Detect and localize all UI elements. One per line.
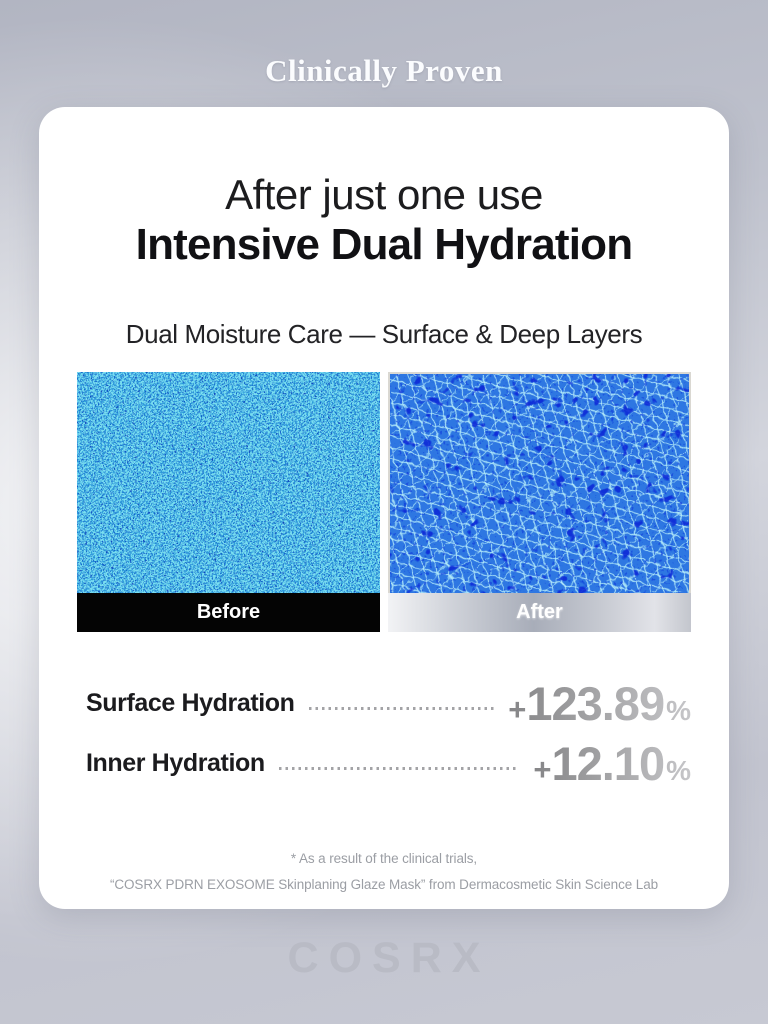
subtitle: Dual Moisture Care — Surface & Deep Laye…: [125, 319, 643, 350]
stat-row-surface-hydration: Surface Hydration + 123.89 %: [86, 680, 691, 726]
before-microscopy-image: [77, 372, 380, 594]
stats-list: Surface Hydration + 123.89 % Inner Hydra…: [86, 680, 691, 800]
before-panel: Before: [77, 372, 380, 633]
after-panel: After: [388, 372, 691, 633]
headline-line1: After just one use: [225, 171, 543, 218]
footnote-line1: * As a result of the clinical trials,: [290, 851, 478, 867]
plus-sign: +: [533, 751, 552, 787]
stat-label: Inner Hydration: [86, 748, 265, 777]
stat-label: Surface Hydration: [86, 688, 295, 717]
dotted-leader: [308, 706, 495, 710]
footnote-line2: “COSRX PDRN EXOSOME Skinplaning Glaze Ma…: [109, 877, 659, 893]
percent-sign: %: [666, 754, 691, 786]
clinical-trial-footnote: * As a result of the clinical trials, “C…: [77, 846, 691, 898]
dotted-leader: [278, 766, 520, 770]
after-label: After: [388, 593, 691, 633]
before-after-comparison: Before: [77, 372, 691, 633]
percent-sign: %: [666, 694, 691, 726]
stat-number: 123.89: [526, 676, 665, 730]
headline-line2: Intensive Dual Hydration: [135, 220, 633, 270]
stat-value: + 12.10 %: [533, 736, 691, 791]
plus-sign: +: [508, 691, 527, 727]
stat-number: 12.10: [551, 736, 665, 790]
brand-logo: COSRX: [287, 934, 491, 982]
result-card: After just one use Intensive Dual Hydrat…: [39, 107, 729, 909]
stat-row-inner-hydration: Inner Hydration + 12.10 %: [86, 740, 691, 786]
before-label: Before: [77, 593, 380, 633]
stat-value: + 123.89 %: [508, 676, 691, 731]
eyebrow-title: Clinically Proven: [265, 53, 503, 88]
after-microscopy-image: [388, 372, 691, 594]
